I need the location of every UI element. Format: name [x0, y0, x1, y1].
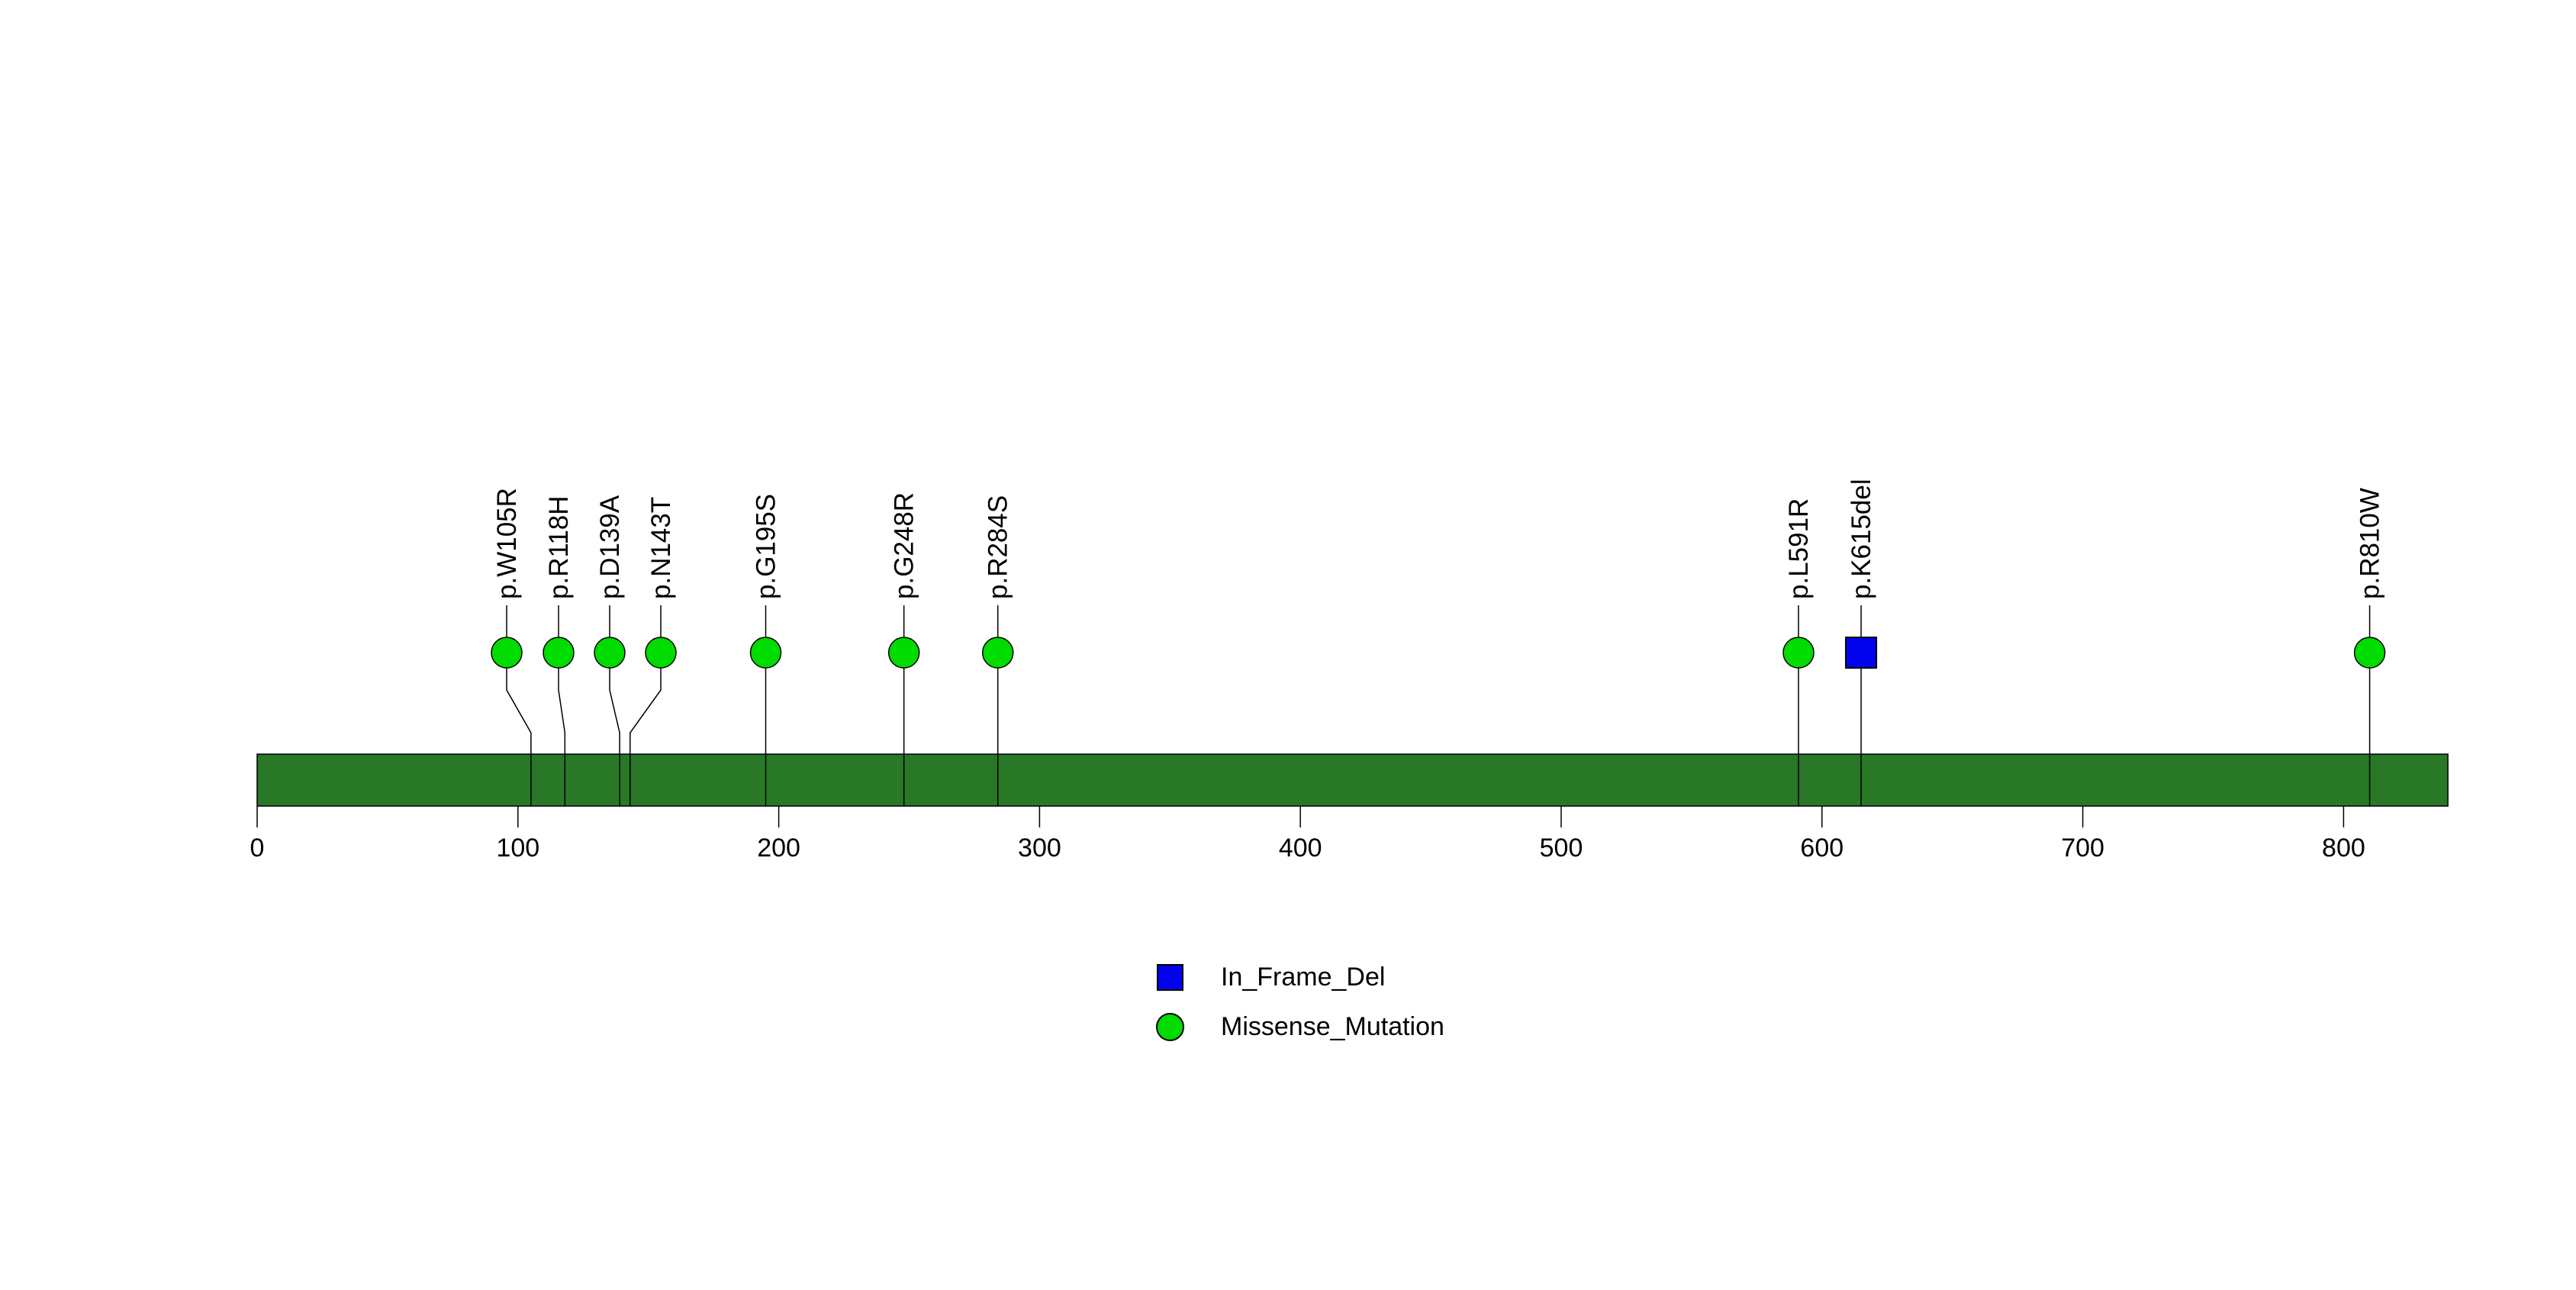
- protein-bar: [256, 753, 2449, 807]
- mutation-label: p.N143T: [646, 497, 676, 599]
- mutation-label: p.D139A: [595, 495, 625, 599]
- legend-label: In_Frame_Del: [1221, 963, 1386, 992]
- mutation-label: p.G195S: [752, 494, 781, 599]
- legend-row: In_Frame_Del: [1154, 953, 1444, 1002]
- legend-square-swatch: [1156, 964, 1183, 991]
- legend: In_Frame_Del Missense_Mutation: [1154, 953, 1444, 1052]
- mutation-marker-circle: [594, 637, 626, 669]
- axis-tick-label: 600: [1800, 834, 1843, 863]
- mutation-marker-circle: [491, 637, 523, 669]
- axis-tick-label: 100: [496, 834, 539, 863]
- axis-tick-label: 400: [1279, 834, 1322, 863]
- mutation-marker-circle: [543, 637, 575, 669]
- legend-row: Missense_Mutation: [1154, 1002, 1444, 1052]
- mutation-label: p.K615del: [1847, 479, 1876, 599]
- mutation-marker-circle: [749, 637, 782, 669]
- legend-circle-swatch: [1155, 1013, 1184, 1041]
- mutation-marker-circle: [887, 637, 920, 669]
- mutation-marker-circle: [2353, 637, 2386, 669]
- mutation-label: p.R810W: [2355, 488, 2385, 599]
- axis-tick-label: 800: [2322, 834, 2365, 863]
- legend-swatch-column: [1154, 964, 1185, 991]
- mutation-label: p.L591R: [1784, 498, 1814, 599]
- legend-swatch-column: [1154, 1013, 1185, 1041]
- mutation-marker-circle: [981, 637, 1014, 669]
- mutation-label: p.R284S: [984, 495, 1013, 599]
- axis-tick-label: 200: [757, 834, 800, 863]
- axis-tick-label: 500: [1540, 834, 1583, 863]
- mutation-marker-circle: [1782, 637, 1814, 669]
- mutation-label: p.R118H: [544, 495, 574, 599]
- axis-tick-label: 0: [250, 834, 265, 863]
- mutation-label: p.W105R: [492, 488, 522, 599]
- axis-tick-label: 700: [2061, 834, 2104, 863]
- mutation-label: p.G248R: [890, 492, 919, 599]
- mutation-marker-square: [1845, 637, 1878, 669]
- axis-tick-label: 300: [1018, 834, 1061, 863]
- legend-label: Missense_Mutation: [1221, 1012, 1444, 1041]
- mutation-marker-circle: [645, 637, 677, 669]
